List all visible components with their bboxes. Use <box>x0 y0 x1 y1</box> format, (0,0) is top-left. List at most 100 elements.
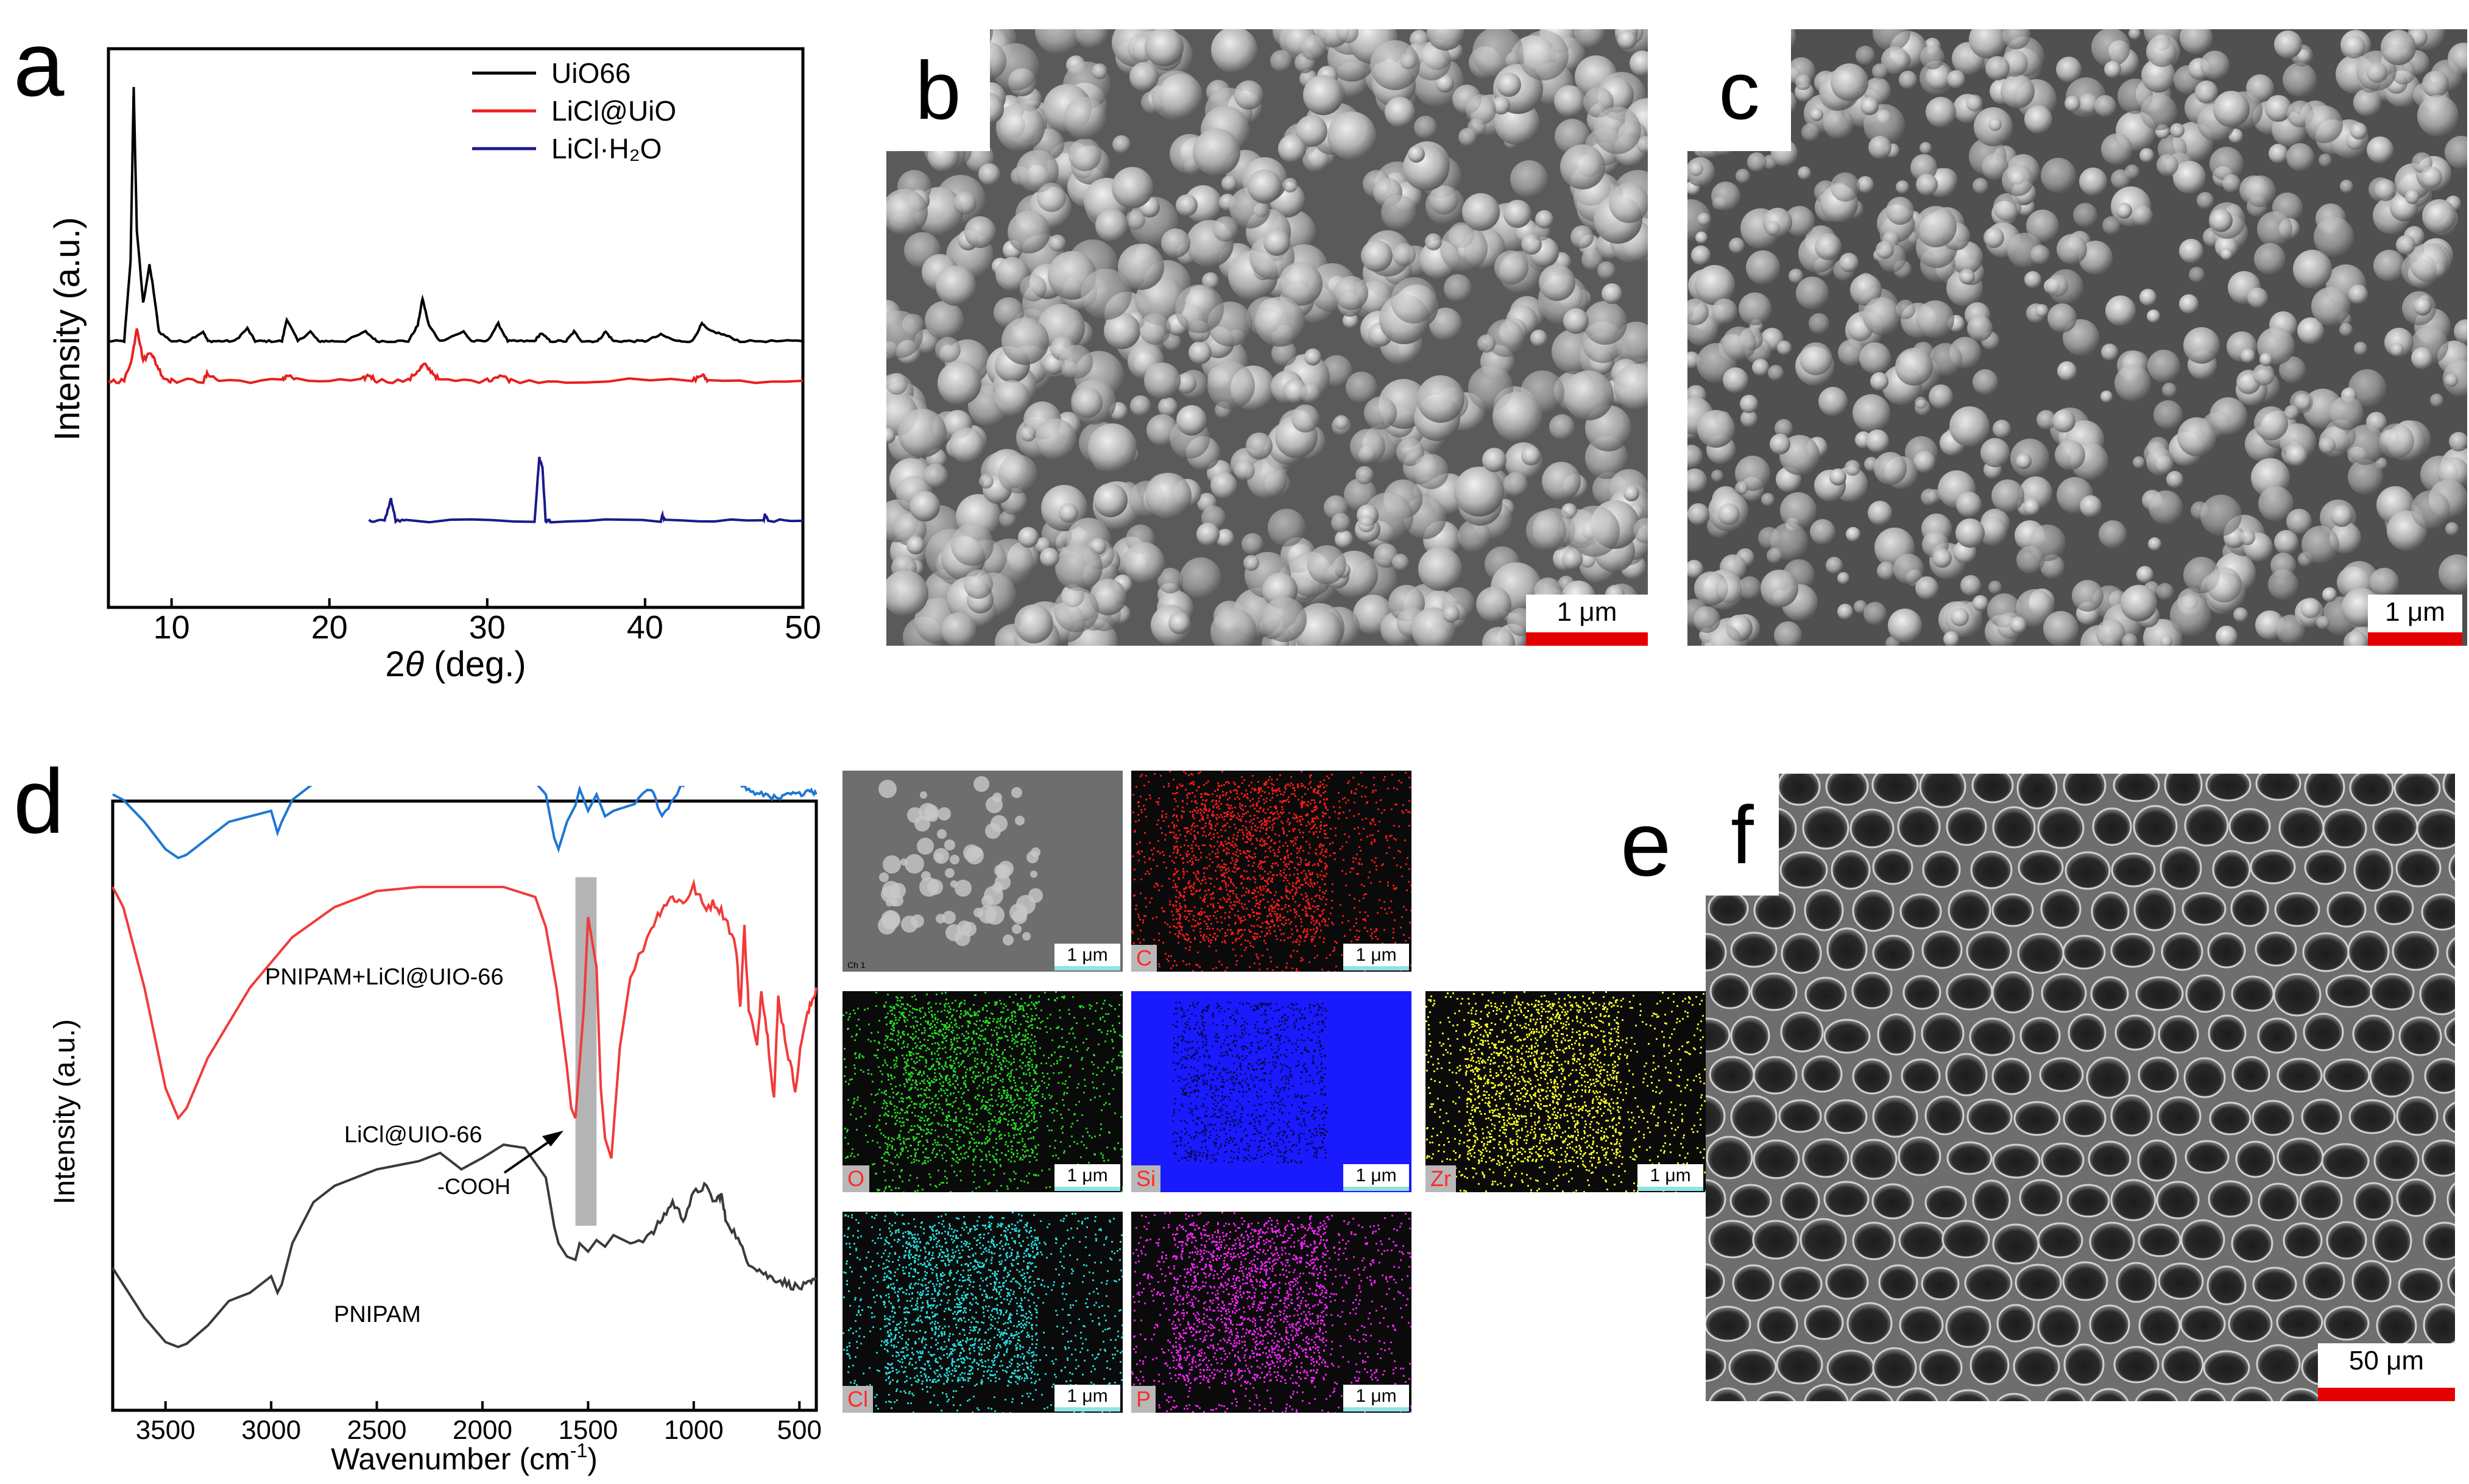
eds-pixel <box>1179 919 1181 920</box>
eds-pixel <box>1191 910 1193 912</box>
eds-pixel <box>845 1066 847 1068</box>
eds-pixel <box>998 1056 1000 1058</box>
eds-pixel <box>1321 871 1323 872</box>
eds-pixel <box>1393 825 1395 827</box>
eds-pixel <box>1271 865 1273 867</box>
eds-pixel <box>958 1108 959 1109</box>
eds-pixel <box>1316 882 1318 883</box>
eds-pixel <box>1111 1039 1113 1041</box>
eds-pixel <box>1013 1108 1015 1109</box>
eds-pixel <box>1231 933 1232 935</box>
eds-pixel <box>1173 874 1174 876</box>
eds-pixel <box>911 1058 913 1060</box>
sem-particle <box>2096 619 2125 646</box>
eds-pixel <box>1195 810 1196 812</box>
eds-pixel <box>1280 793 1282 795</box>
eds-pixel <box>916 1053 917 1055</box>
eds-pixel <box>1201 913 1203 914</box>
eds-pixel <box>1217 782 1219 784</box>
eds-pixel <box>960 1147 962 1148</box>
eds-pixel <box>976 1020 978 1022</box>
eds-pixel <box>1242 805 1243 807</box>
eds-pixel <box>889 1144 891 1146</box>
eds-pixel <box>1223 850 1224 852</box>
eds-pixel <box>891 1020 893 1022</box>
sem-particle <box>2122 634 2138 646</box>
eds-pixel <box>1290 891 1291 892</box>
eds-pixel <box>1143 805 1145 807</box>
sem-particle <box>1874 452 1907 485</box>
eds-pixel <box>983 1096 984 1098</box>
eds-pixel <box>1245 852 1246 854</box>
eds-pixel <box>1287 880 1288 882</box>
eds-pixel <box>1138 916 1140 918</box>
eds-pixel <box>1345 873 1347 875</box>
eds-particle <box>955 930 970 946</box>
panel-label-e: e <box>1620 793 1672 895</box>
eds-pixel <box>1269 913 1271 915</box>
eds-pixel <box>1137 814 1139 816</box>
eds-pixel <box>1212 903 1214 905</box>
eds-pixel <box>1323 813 1325 814</box>
eds-pixel <box>1206 867 1208 869</box>
eds-pixel <box>1184 844 1185 846</box>
eds-pixel <box>1252 911 1254 913</box>
eds-pixel <box>1396 887 1397 889</box>
eds-pixel <box>1262 877 1264 878</box>
eds-pixel <box>1321 851 1323 853</box>
eds-pixel <box>1020 998 1022 1000</box>
eds-pixel <box>1277 789 1279 791</box>
eds-pixel <box>959 1111 961 1112</box>
sem-particle <box>1831 63 1868 101</box>
sem-particle <box>2183 327 2220 364</box>
eds-pixel <box>853 1064 855 1066</box>
eds-pixel <box>854 1067 856 1069</box>
eds-pixel <box>1262 827 1264 829</box>
sem-particle <box>2147 38 2177 67</box>
eds-pixel <box>1266 933 1268 935</box>
eds-pixel <box>1271 783 1273 785</box>
eds-pixel <box>1315 809 1316 811</box>
eds-pixel <box>934 1053 936 1055</box>
eds-pixel <box>1121 1072 1123 1073</box>
eds-pixel <box>1235 896 1237 898</box>
eds-pixel <box>1386 852 1388 854</box>
eds-pixel <box>987 1183 989 1185</box>
eds-pixel <box>922 1056 924 1058</box>
eds-pixel <box>996 1123 998 1125</box>
eds-pixel <box>1243 796 1245 797</box>
eds-pixel <box>1254 814 1256 816</box>
eds-pixel <box>1008 1017 1009 1019</box>
eds-pixel <box>996 1162 998 1164</box>
eds-pixel <box>1308 852 1310 854</box>
eds-pixel <box>1284 876 1285 878</box>
eds-pixel <box>1375 857 1377 859</box>
sem-particle <box>1943 631 1959 646</box>
eds-pixel <box>1239 806 1241 808</box>
eds-pixel <box>1293 844 1295 846</box>
eds-pixel <box>1314 802 1316 804</box>
eds-pixel <box>1242 832 1244 833</box>
eds-pixel <box>1054 1147 1056 1149</box>
eds-pixel <box>1251 909 1253 911</box>
eds-pixel <box>1173 836 1175 838</box>
eds-pixel <box>891 1088 893 1090</box>
sem-particle <box>949 428 984 463</box>
eds-pixel <box>894 1064 895 1066</box>
eds-pixel <box>1374 824 1376 825</box>
eds-pixel <box>969 1142 970 1144</box>
eds-pixel <box>1249 834 1251 836</box>
eds-pixel <box>1309 861 1310 863</box>
eds-pixel <box>881 1073 883 1075</box>
eds-pixel <box>965 1086 967 1088</box>
eds-pixel <box>887 1036 889 1037</box>
eds-pixel <box>1249 832 1251 834</box>
eds-pixel <box>1200 883 1202 885</box>
eds-pixel <box>1305 908 1307 910</box>
sem-particle <box>1910 154 1937 181</box>
eds-pixel <box>1174 933 1176 935</box>
eds-pixel <box>1178 933 1180 935</box>
ftir-cooh-arrowhead <box>542 1131 563 1147</box>
eds-pixel <box>1235 854 1237 856</box>
eds-pixel <box>1266 880 1268 882</box>
